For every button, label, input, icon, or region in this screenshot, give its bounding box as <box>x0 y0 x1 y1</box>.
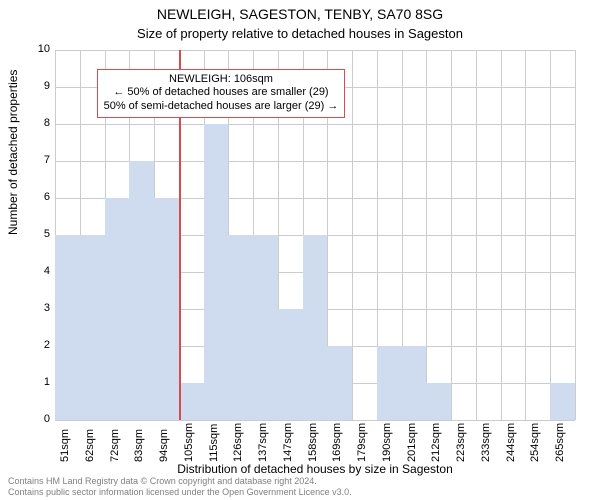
title-sub: Size of property relative to detached ho… <box>0 26 600 41</box>
y-tick-label: 3 <box>10 302 50 314</box>
y-tick-label: 4 <box>10 265 50 277</box>
y-tick-label: 8 <box>10 117 50 129</box>
x-tick-label: 169sqm <box>331 423 343 462</box>
y-tick-label: 10 <box>10 43 50 55</box>
x-tick-label: 223sqm <box>455 423 467 462</box>
grid-line-v <box>426 50 427 420</box>
bar <box>550 383 575 420</box>
chart-container: NEWLEIGH, SAGESTON, TENBY, SA70 8SG Size… <box>0 0 600 500</box>
grid-line-v <box>476 50 477 420</box>
bar <box>105 198 130 420</box>
bar <box>129 161 154 420</box>
bar <box>303 235 328 420</box>
annotation-line: ← 50% of detached houses are smaller (29… <box>104 86 339 100</box>
annotation-box: NEWLEIGH: 106sqm← 50% of detached houses… <box>97 69 346 118</box>
x-tick-label: 137sqm <box>257 423 269 462</box>
bar <box>154 198 179 420</box>
annotation-line: NEWLEIGH: 106sqm <box>104 73 339 87</box>
title-main: NEWLEIGH, SAGESTON, TENBY, SA70 8SG <box>0 6 600 22</box>
bar <box>278 309 303 420</box>
x-tick-label: 126sqm <box>232 423 244 462</box>
x-tick-label: 105sqm <box>183 423 195 462</box>
x-axis-label: Distribution of detached houses by size … <box>55 462 575 476</box>
grid-line-h <box>55 420 575 421</box>
y-tick-label: 7 <box>10 154 50 166</box>
y-tick-label: 5 <box>10 228 50 240</box>
x-tick-label: 83sqm <box>133 429 145 462</box>
x-tick-label: 190sqm <box>381 423 393 462</box>
grid-line-v <box>525 50 526 420</box>
x-tick-label: 72sqm <box>109 429 121 462</box>
bar <box>80 235 105 420</box>
x-tick-label: 147sqm <box>282 423 294 462</box>
y-tick-label: 2 <box>10 339 50 351</box>
bar <box>204 124 229 420</box>
x-tick-label: 115sqm <box>208 424 220 462</box>
x-tick-label: 233sqm <box>480 423 492 462</box>
annotation-line: 50% of semi-detached houses are larger (… <box>104 100 339 114</box>
bar <box>426 383 451 420</box>
x-tick-label: 62sqm <box>84 429 96 462</box>
x-tick-label: 158sqm <box>307 423 319 462</box>
grid-line-v <box>451 50 452 420</box>
x-tick-label: 212sqm <box>430 423 442 462</box>
x-tick-label: 254sqm <box>529 423 541 462</box>
bar <box>377 346 402 420</box>
x-tick-label: 201sqm <box>406 423 418 462</box>
y-tick-label: 1 <box>10 376 50 388</box>
y-tick-label: 6 <box>10 191 50 203</box>
bar <box>228 235 253 420</box>
grid-line-v <box>352 50 353 420</box>
bar <box>55 235 80 420</box>
x-tick-label: 244sqm <box>505 423 517 462</box>
footer-line1: Contains HM Land Registry data © Crown c… <box>8 476 352 487</box>
x-tick-label: 51sqm <box>59 429 71 462</box>
y-tick-label: 9 <box>10 80 50 92</box>
grid-line-v <box>550 50 551 420</box>
bar <box>327 346 352 420</box>
bar <box>179 383 204 420</box>
footer-line2: Contains public sector information licen… <box>8 487 352 498</box>
grid-line-v <box>575 50 576 420</box>
y-tick-label: 0 <box>10 413 50 425</box>
grid-line-v <box>501 50 502 420</box>
footer-attribution: Contains HM Land Registry data © Crown c… <box>8 476 352 498</box>
bar <box>402 346 427 420</box>
x-tick-label: 179sqm <box>356 423 368 462</box>
x-tick-label: 94sqm <box>158 429 170 462</box>
grid-line-h <box>55 124 575 125</box>
x-tick-label: 265sqm <box>554 423 566 462</box>
grid-line-h <box>55 50 575 51</box>
bar <box>253 235 278 420</box>
y-axis-label: Number of detached properties <box>6 70 20 235</box>
plot-area: NEWLEIGH: 106sqm← 50% of detached houses… <box>55 50 575 420</box>
